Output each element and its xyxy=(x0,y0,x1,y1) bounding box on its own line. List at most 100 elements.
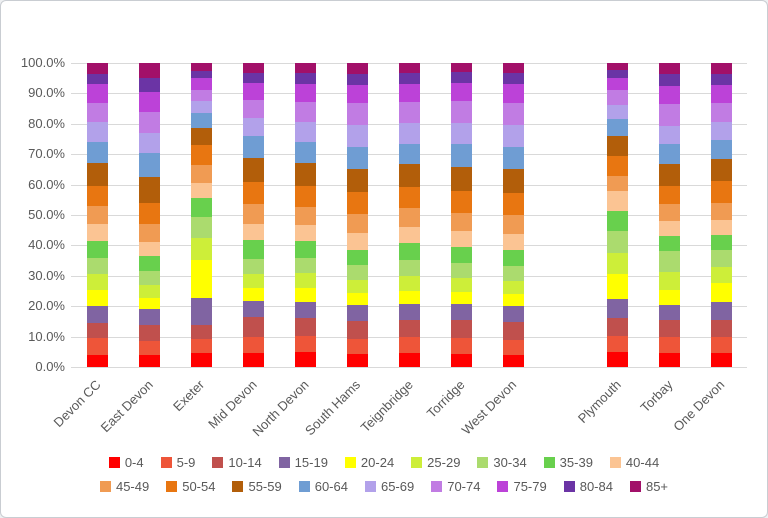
bar-segment-25-29 xyxy=(346,279,368,293)
bar-segment-60-64 xyxy=(138,152,160,178)
bar-segment-10-14 xyxy=(710,319,732,337)
bar-one-devon xyxy=(710,63,732,367)
bar-segment-60-64 xyxy=(658,143,680,165)
bar-segment-55-59 xyxy=(658,164,680,187)
bar-segment-0-4 xyxy=(242,352,264,367)
bar-segment-30-34 xyxy=(86,257,108,275)
legend-label: 5-9 xyxy=(176,455,196,470)
bar-segment-5-9 xyxy=(190,338,212,354)
bar-segment-10-14 xyxy=(346,320,368,339)
bar-segment-10-14 xyxy=(242,317,264,337)
bar-segment-85+ xyxy=(398,63,420,74)
legend-label: 30-34 xyxy=(493,455,527,470)
x-category-label: Exeter xyxy=(170,377,208,415)
bar-segment-75-79 xyxy=(190,78,212,91)
bar-segment-60-64 xyxy=(606,119,628,137)
bar-segment-35-39 xyxy=(450,246,472,263)
bar-segment-80-84 xyxy=(294,72,316,84)
bar-segment-50-54 xyxy=(502,193,524,216)
x-category-label: One Devon xyxy=(670,377,728,435)
bar-segment-10-14 xyxy=(450,319,472,338)
bar-segment-50-54 xyxy=(450,191,472,213)
gridline xyxy=(71,367,747,368)
bar-segment-45-49 xyxy=(398,207,420,227)
bar-segment-70-74 xyxy=(658,104,680,127)
bar-segment-55-59 xyxy=(710,159,732,182)
x-category-label: West Devon xyxy=(459,377,520,438)
bar-segment-0-4 xyxy=(450,353,472,367)
bar-segment-20-24 xyxy=(346,292,368,305)
bar-segment-25-29 xyxy=(190,237,212,260)
bar-segment-5-9 xyxy=(346,338,368,354)
bar-segment-50-54 xyxy=(242,182,264,205)
bar-segment-80-84 xyxy=(398,73,420,85)
legend-label: 25-29 xyxy=(427,455,461,470)
y-tick-label: 100.0% xyxy=(20,55,65,70)
bar-segment-45-49 xyxy=(190,164,212,184)
bar-segment-35-39 xyxy=(294,240,316,258)
legend-item-65-69: 65-69 xyxy=(364,479,414,494)
legend-item-0-4: 0-4 xyxy=(108,455,144,470)
legend-item-20-24: 20-24 xyxy=(344,455,394,470)
legend-swatch xyxy=(278,457,290,468)
bar-segment-20-24 xyxy=(658,289,680,305)
bar-segment-0-4 xyxy=(294,352,316,367)
bar-segment-30-34 xyxy=(190,217,212,238)
bar-segment-25-29 xyxy=(502,281,524,295)
bar-segment-35-39 xyxy=(398,243,420,261)
bar-segment-30-34 xyxy=(450,262,472,278)
bar-segment-75-79 xyxy=(606,78,628,91)
bar-segment-45-49 xyxy=(502,215,524,234)
bar-segment-40-44 xyxy=(294,224,316,241)
bar-segment-30-34 xyxy=(606,231,628,254)
bar-segment-70-74 xyxy=(398,102,420,124)
bar-segment-55-59 xyxy=(606,136,628,157)
bar-segment-15-19 xyxy=(502,306,524,323)
bar-segment-60-64 xyxy=(190,113,212,129)
bar-segment-10-14 xyxy=(190,325,212,339)
legend-swatch xyxy=(543,457,555,468)
bar-segment-60-64 xyxy=(346,146,368,169)
bar-segment-30-34 xyxy=(346,265,368,280)
legend-swatch xyxy=(99,481,111,492)
legend-swatch xyxy=(108,457,120,468)
bar-segment-65-69 xyxy=(242,117,264,137)
bar-segment-40-44 xyxy=(450,230,472,247)
bar-segment-35-39 xyxy=(502,250,524,267)
y-tick-label: 80.0% xyxy=(28,115,65,131)
bar-segment-65-69 xyxy=(710,122,732,140)
bar-segment-65-69 xyxy=(606,104,628,120)
bar-segment-50-54 xyxy=(658,186,680,205)
bar-segment-40-44 xyxy=(502,233,524,251)
bar-segment-35-39 xyxy=(710,235,732,250)
bar-segment-0-4 xyxy=(658,353,680,367)
bar-segment-50-54 xyxy=(86,186,108,206)
bar-segment-15-19 xyxy=(346,304,368,321)
bar-segment-65-69 xyxy=(294,122,316,143)
bar-segment-80-84 xyxy=(710,74,732,86)
bar-segment-20-24 xyxy=(86,289,108,307)
bar-segment-45-49 xyxy=(86,205,108,225)
y-tick-label: 10.0% xyxy=(28,328,65,344)
legend-label: 0-4 xyxy=(124,455,144,470)
bar-segment-20-24 xyxy=(242,288,264,302)
bar-segment-20-24 xyxy=(606,274,628,300)
bar-segment-75-79 xyxy=(450,82,472,101)
bar-segment-25-29 xyxy=(658,272,680,290)
bar-segment-55-59 xyxy=(398,164,420,187)
bar-segment-25-29 xyxy=(398,276,420,292)
bar-segment-30-34 xyxy=(502,266,524,282)
bar-segment-85+ xyxy=(450,63,472,73)
legend-item-25-29: 25-29 xyxy=(411,455,460,470)
bar-segment-15-19 xyxy=(294,301,316,319)
legend-item-10-14: 10-14 xyxy=(212,455,262,470)
bar-segment-70-74 xyxy=(450,100,472,123)
legend-label: 40-44 xyxy=(625,455,660,470)
bar-segment-85+ xyxy=(606,63,628,71)
legend-item-35-39: 35-39 xyxy=(543,455,593,470)
bar-segment-85+ xyxy=(502,63,524,74)
bar-segment-80-84 xyxy=(658,74,680,86)
bar-segment-50-54 xyxy=(398,186,420,208)
y-tick-label: 40.0% xyxy=(28,237,65,253)
bar-segment-15-19 xyxy=(606,299,628,319)
